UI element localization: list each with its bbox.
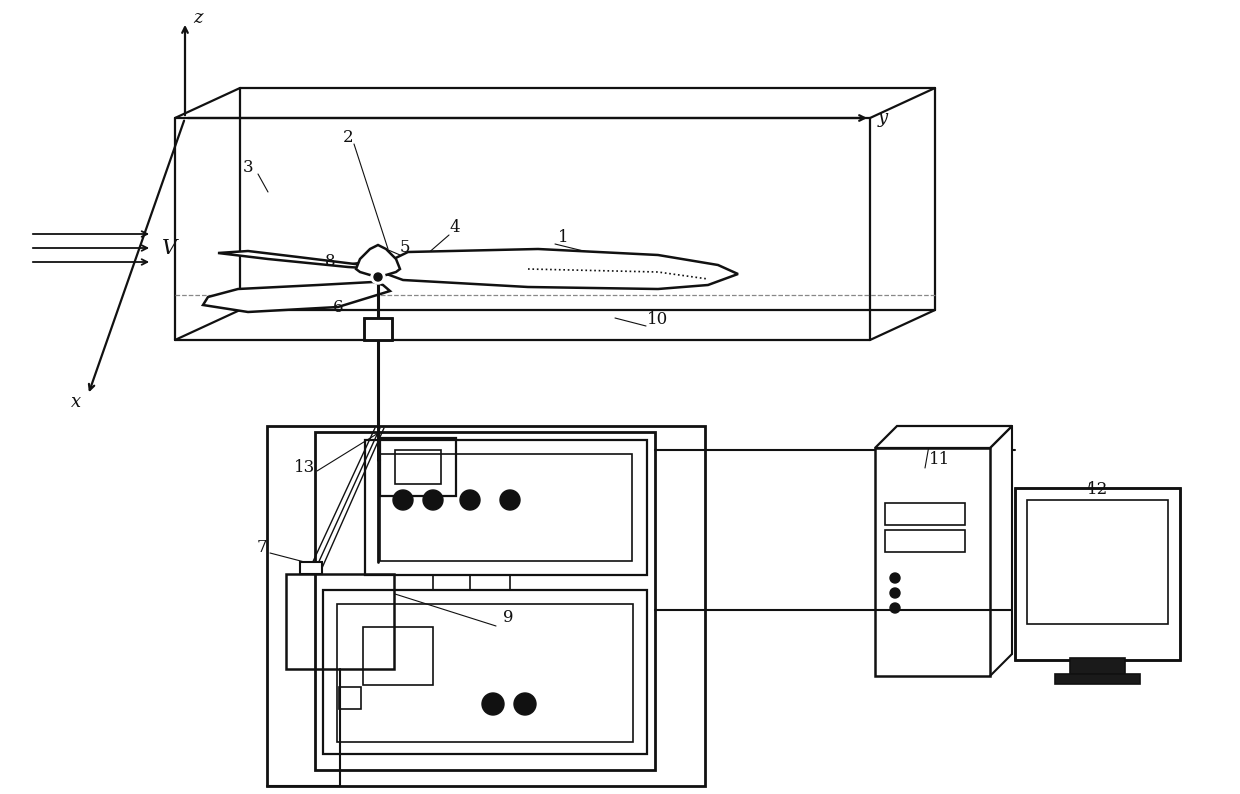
Text: 6: 6 xyxy=(332,299,343,317)
Bar xyxy=(322,590,647,754)
Text: 3: 3 xyxy=(243,160,253,176)
Circle shape xyxy=(460,490,480,510)
Text: 7: 7 xyxy=(257,539,268,557)
Bar xyxy=(396,450,441,484)
Bar xyxy=(885,530,965,552)
Circle shape xyxy=(482,693,503,715)
Text: 8: 8 xyxy=(325,253,335,271)
Bar xyxy=(1027,500,1168,624)
Bar xyxy=(365,318,392,340)
Bar xyxy=(339,687,361,709)
Bar xyxy=(286,574,394,669)
Bar xyxy=(267,426,706,786)
Circle shape xyxy=(423,490,443,510)
Circle shape xyxy=(515,693,536,715)
Polygon shape xyxy=(875,426,1012,448)
Text: y: y xyxy=(878,109,888,127)
Bar xyxy=(875,448,990,676)
Text: z: z xyxy=(193,9,202,27)
Bar xyxy=(315,432,655,770)
Text: 12: 12 xyxy=(1087,481,1109,499)
Bar xyxy=(1016,488,1180,660)
Circle shape xyxy=(371,270,384,284)
Text: x: x xyxy=(71,393,81,411)
Text: 9: 9 xyxy=(502,610,513,626)
Bar xyxy=(379,454,632,561)
Circle shape xyxy=(500,490,520,510)
Bar xyxy=(1070,658,1125,674)
Bar xyxy=(379,438,456,496)
Polygon shape xyxy=(373,249,738,289)
Bar xyxy=(885,503,965,525)
Bar xyxy=(363,627,433,685)
Polygon shape xyxy=(356,245,401,276)
Bar xyxy=(1055,674,1140,684)
Bar xyxy=(365,318,392,340)
Circle shape xyxy=(890,603,900,613)
Circle shape xyxy=(393,490,413,510)
Text: 5: 5 xyxy=(399,240,410,256)
Bar xyxy=(337,604,632,742)
Bar xyxy=(1016,488,1180,660)
Text: 4: 4 xyxy=(450,219,460,237)
Circle shape xyxy=(374,273,382,281)
Circle shape xyxy=(890,588,900,598)
Bar xyxy=(300,562,322,574)
Polygon shape xyxy=(218,251,383,269)
Circle shape xyxy=(890,573,900,583)
Text: 13: 13 xyxy=(294,460,316,476)
Text: 2: 2 xyxy=(342,129,353,147)
Polygon shape xyxy=(203,282,391,312)
Bar xyxy=(365,440,647,575)
Text: 1: 1 xyxy=(558,229,568,246)
Text: V: V xyxy=(162,238,177,257)
Text: 11: 11 xyxy=(929,452,951,468)
Text: 10: 10 xyxy=(647,311,668,329)
